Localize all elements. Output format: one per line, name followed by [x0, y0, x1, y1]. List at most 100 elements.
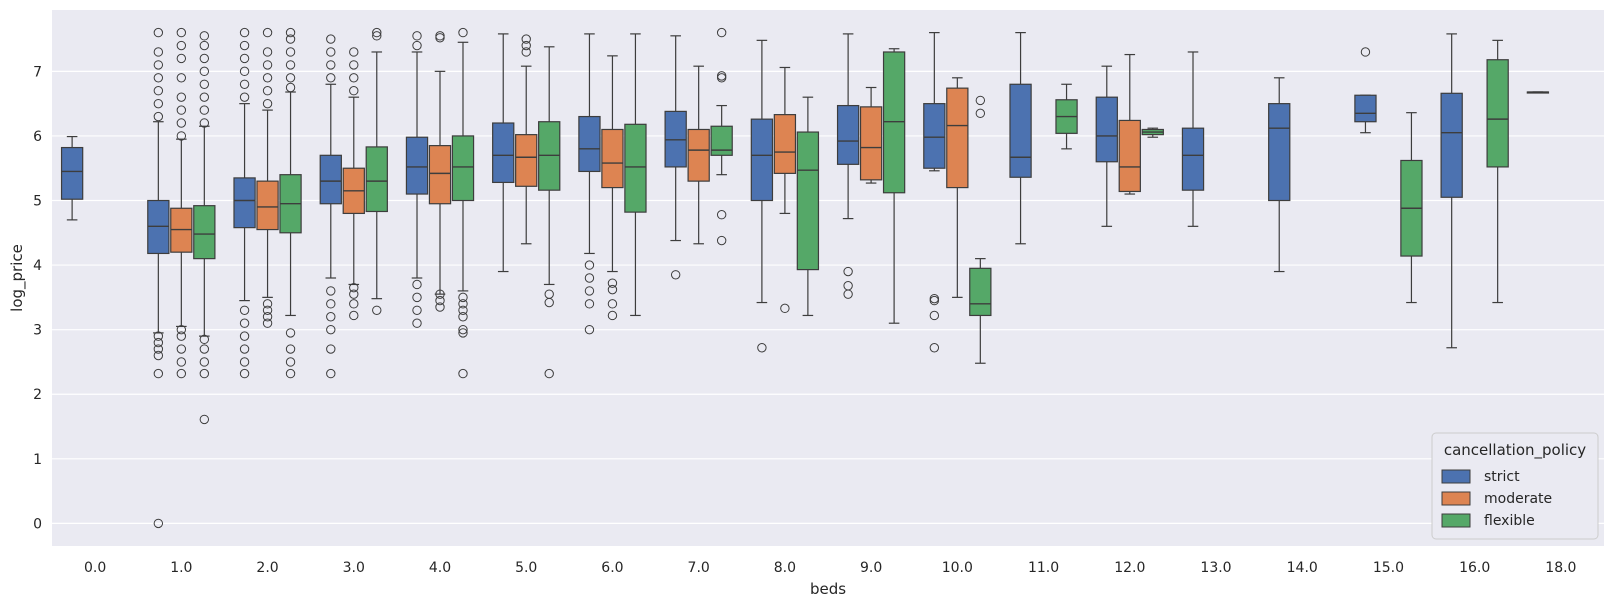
- box-flexible-3.0: [365, 27, 388, 315]
- outlier-point: [349, 60, 359, 70]
- outlier-point: [584, 299, 595, 309]
- outlier-point: [521, 47, 531, 57]
- box-body: [365, 146, 388, 213]
- box-body: [750, 118, 774, 202]
- box-flexible-12.0: [1141, 127, 1164, 138]
- outlier-point: [521, 40, 531, 51]
- box-strict-5.0: [492, 33, 515, 273]
- outlier-point: [349, 282, 359, 293]
- legend-label-moderate: moderate: [1484, 491, 1552, 507]
- outlier-point: [262, 318, 273, 328]
- legend-label-strict: strict: [1484, 469, 1520, 485]
- outlier-point: [239, 331, 250, 341]
- outlier-point: [199, 368, 210, 379]
- box-moderate-8.0: [773, 66, 797, 314]
- grid-lines: [52, 70, 1604, 524]
- box-body: [946, 87, 969, 189]
- legend-swatch-strict: [1441, 469, 1471, 484]
- box-flexible-15.0: [1400, 112, 1423, 304]
- outlier-point: [326, 368, 336, 379]
- outlier-point: [843, 266, 853, 277]
- outlier-point: [412, 318, 422, 328]
- outlier-point: [584, 273, 595, 283]
- box-flexible-2.0: [279, 27, 302, 379]
- outlier-point: [521, 34, 531, 44]
- box-moderate-12.0: [1118, 53, 1141, 195]
- box-body: [1181, 127, 1205, 191]
- box-strict-13.0: [1181, 51, 1205, 227]
- outlier-point: [199, 118, 210, 128]
- outlier-point: [607, 278, 618, 288]
- box-flexible-1.0: [193, 31, 216, 425]
- outlier-point: [458, 305, 468, 315]
- box-body: [969, 267, 992, 317]
- outlier-point: [326, 60, 336, 70]
- outlier-point: [153, 331, 164, 341]
- outlier-point: [153, 98, 164, 109]
- outlier-point: [199, 344, 210, 354]
- outlier-point: [372, 305, 382, 315]
- box-moderate-6.0: [601, 55, 624, 321]
- box-strict-0.0: [60, 135, 84, 221]
- box-strict-16.0: [1440, 33, 1463, 349]
- outlier-point: [176, 40, 187, 51]
- outlier-point: [285, 328, 296, 338]
- x-tick-label: 11.0: [1028, 560, 1059, 576]
- outlier-point: [199, 334, 210, 345]
- outlier-point: [199, 66, 210, 77]
- outlier-point: [239, 79, 250, 89]
- box-flexible-10.0: [969, 95, 992, 364]
- box-body: [1118, 119, 1141, 193]
- x-tick-label: 10.0: [942, 560, 973, 576]
- box-flexible-6.0: [624, 33, 647, 317]
- box-strict-9.0: [836, 33, 860, 299]
- box-body: [1354, 94, 1377, 123]
- outlier-point: [176, 357, 187, 367]
- outlier-point: [716, 71, 727, 81]
- box-moderate-3.0: [342, 47, 365, 321]
- box-moderate-9.0: [859, 86, 883, 184]
- box-flexible-11.0: [1055, 83, 1078, 150]
- outlier-point: [607, 299, 618, 309]
- box-strict-7.0: [664, 35, 687, 280]
- x-tick-label: 4.0: [429, 560, 451, 576]
- outlier-point: [349, 289, 359, 299]
- box-body: [1009, 83, 1032, 178]
- box-body: [428, 145, 452, 205]
- outlier-point: [262, 73, 273, 83]
- box-body: [451, 135, 475, 202]
- outlier-point: [349, 310, 359, 321]
- legend-swatch-flexible: [1441, 513, 1471, 528]
- outlier-point: [239, 53, 250, 64]
- y-tick-label: 7: [33, 64, 42, 80]
- outlier-point: [153, 27, 164, 38]
- box-flexible-5.0: [538, 46, 561, 379]
- outlier-point: [176, 92, 187, 102]
- box-body: [60, 146, 84, 200]
- y-tick-labels: 0 1 2 3 4 5 6 7: [33, 64, 42, 532]
- outlier-point: [176, 73, 187, 83]
- outlier-point: [412, 31, 422, 41]
- y-tick-label: 1: [33, 452, 42, 468]
- outlier-point: [262, 312, 273, 322]
- outlier-point: [843, 281, 853, 291]
- outlier-point: [153, 344, 164, 354]
- outlier-point: [262, 60, 273, 70]
- box-body: [1486, 59, 1509, 168]
- x-tick-label: 18.0: [1545, 560, 1576, 576]
- legend-title: cancellation_policy: [1444, 441, 1586, 460]
- x-tick-label: 16.0: [1459, 560, 1490, 576]
- outlier-point: [326, 324, 336, 335]
- x-tick-label: 15.0: [1373, 560, 1404, 576]
- box-strict-4.0: [405, 31, 429, 328]
- outlier-point: [326, 344, 336, 354]
- outlier-point: [780, 303, 790, 314]
- box-moderate-1.0: [170, 27, 193, 379]
- box-body: [319, 154, 342, 205]
- x-tick-label: 8.0: [774, 560, 796, 576]
- outlier-point: [153, 350, 164, 361]
- box-body: [836, 104, 860, 165]
- outlier-point: [326, 299, 336, 309]
- outlier-point: [326, 73, 336, 83]
- outlier-point: [262, 27, 273, 38]
